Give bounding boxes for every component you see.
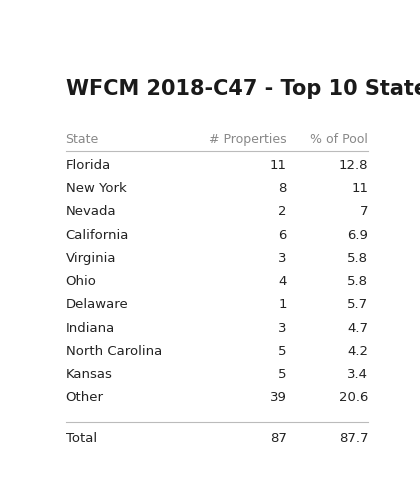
Text: 3.4: 3.4: [347, 368, 368, 381]
Text: Virginia: Virginia: [66, 252, 116, 265]
Text: Ohio: Ohio: [66, 275, 97, 288]
Text: 5: 5: [278, 345, 287, 358]
Text: 12.8: 12.8: [339, 159, 368, 172]
Text: 5.7: 5.7: [347, 299, 368, 311]
Text: Florida: Florida: [66, 159, 111, 172]
Text: Kansas: Kansas: [66, 368, 113, 381]
Text: Nevada: Nevada: [66, 206, 116, 218]
Text: New York: New York: [66, 182, 126, 195]
Text: 3: 3: [278, 252, 287, 265]
Text: Indiana: Indiana: [66, 321, 115, 335]
Text: 11: 11: [270, 159, 287, 172]
Text: Delaware: Delaware: [66, 299, 128, 311]
Text: 39: 39: [270, 392, 287, 404]
Text: 11: 11: [351, 182, 368, 195]
Text: 20.6: 20.6: [339, 392, 368, 404]
Text: 6.9: 6.9: [347, 228, 368, 242]
Text: 5: 5: [278, 368, 287, 381]
Text: 5.8: 5.8: [347, 275, 368, 288]
Text: Total: Total: [66, 432, 97, 445]
Text: 3: 3: [278, 321, 287, 335]
Text: 87: 87: [270, 432, 287, 445]
Text: % of Pool: % of Pool: [310, 133, 368, 147]
Text: California: California: [66, 228, 129, 242]
Text: 4: 4: [278, 275, 287, 288]
Text: 7: 7: [360, 206, 368, 218]
Text: 4.2: 4.2: [347, 345, 368, 358]
Text: 8: 8: [278, 182, 287, 195]
Text: # Properties: # Properties: [209, 133, 287, 147]
Text: North Carolina: North Carolina: [66, 345, 162, 358]
Text: Other: Other: [66, 392, 103, 404]
Text: State: State: [66, 133, 99, 147]
Text: WFCM 2018-C47 - Top 10 States: WFCM 2018-C47 - Top 10 States: [66, 79, 420, 99]
Text: 4.7: 4.7: [347, 321, 368, 335]
Text: 6: 6: [278, 228, 287, 242]
Text: 5.8: 5.8: [347, 252, 368, 265]
Text: 2: 2: [278, 206, 287, 218]
Text: 1: 1: [278, 299, 287, 311]
Text: 87.7: 87.7: [339, 432, 368, 445]
